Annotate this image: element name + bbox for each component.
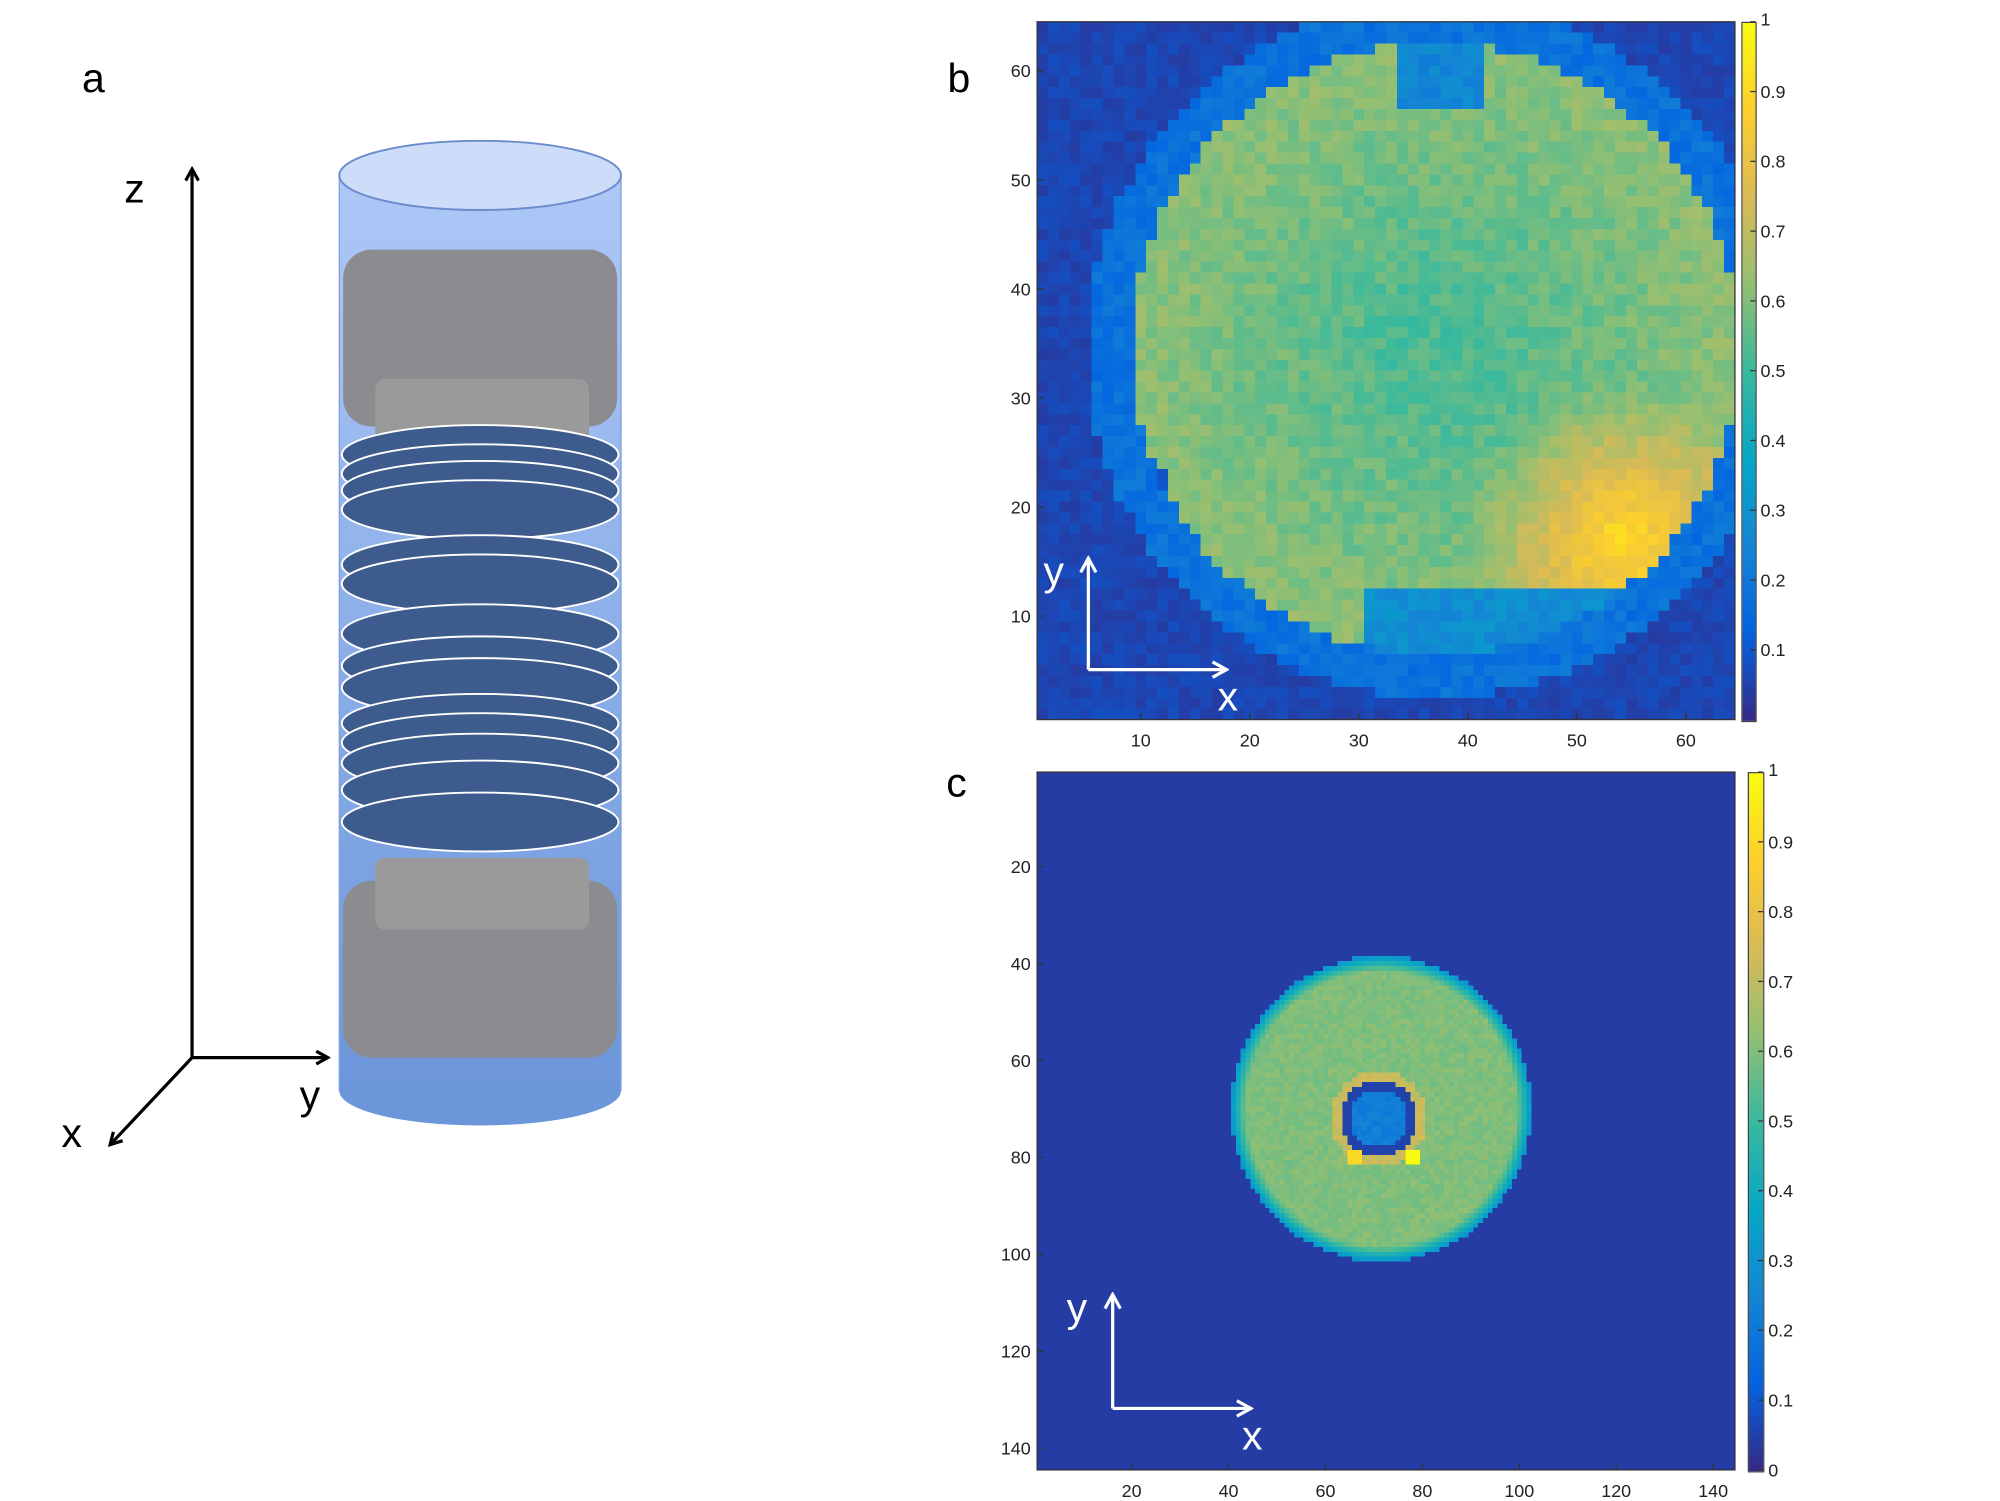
y-tick-label: 20 bbox=[1011, 497, 1031, 517]
colorbar-tick-label: 0.1 bbox=[1761, 640, 1786, 660]
x-tick-label: 40 bbox=[1458, 730, 1478, 750]
y-tick-label: 40 bbox=[1011, 954, 1031, 974]
colorbar-tick-label: 0.9 bbox=[1761, 82, 1786, 102]
x-tick-label: 40 bbox=[1219, 1481, 1239, 1501]
cylinder-top bbox=[338, 139, 622, 211]
y-tick-label: 100 bbox=[1001, 1245, 1031, 1265]
inset-x-label-c: x bbox=[1242, 1412, 1263, 1458]
x-tick-label: 80 bbox=[1412, 1481, 1432, 1501]
y-tick-label: 20 bbox=[1011, 857, 1031, 877]
y-tick-label: 80 bbox=[1011, 1148, 1031, 1168]
x-axis-label: x bbox=[61, 1110, 82, 1156]
x-tick-label: 20 bbox=[1240, 730, 1260, 750]
colorbar-c bbox=[1747, 772, 1765, 1473]
heatmap-b-image bbox=[1037, 21, 1735, 720]
colorbar-b bbox=[1741, 21, 1757, 723]
inset-y-label-c: y bbox=[1067, 1284, 1088, 1330]
colorbar-tick-label: 0 bbox=[1768, 1460, 1778, 1480]
y-tick-label: 140 bbox=[1001, 1438, 1031, 1458]
sample-disk bbox=[340, 791, 620, 853]
inset-y-label-b: y bbox=[1044, 548, 1065, 594]
x-tick-label: 120 bbox=[1601, 1481, 1631, 1501]
x-tick-label: 100 bbox=[1504, 1481, 1534, 1501]
colorbar-tick-label: 1 bbox=[1768, 760, 1778, 780]
y-tick-label: 30 bbox=[1011, 388, 1031, 408]
y-tick-label: 10 bbox=[1011, 606, 1031, 626]
z-axis-label: z bbox=[124, 165, 144, 211]
y-tick-label: 40 bbox=[1011, 279, 1031, 299]
colorbar-tick-label: 0.4 bbox=[1761, 431, 1786, 451]
colorbar-tick-label: 0.8 bbox=[1761, 152, 1786, 172]
panel-a-label: a bbox=[82, 55, 105, 101]
y-tick-label: 50 bbox=[1011, 170, 1031, 190]
x-tick-label: 140 bbox=[1698, 1481, 1728, 1501]
panel-c-label: c bbox=[946, 759, 966, 805]
colorbar-tick-label: 0.1 bbox=[1768, 1391, 1793, 1411]
colorbar-tick-label: 0.2 bbox=[1768, 1321, 1793, 1341]
y-tick-label: 120 bbox=[1001, 1342, 1031, 1362]
heatmap-c-image bbox=[1037, 772, 1735, 1470]
colorbar-tick-label: 0.7 bbox=[1761, 222, 1786, 242]
bottom-block bbox=[343, 857, 618, 1058]
colorbar-tick-label: 0.6 bbox=[1768, 1042, 1793, 1062]
colorbar-tick-label: 0.3 bbox=[1768, 1251, 1793, 1271]
disk-stack bbox=[340, 424, 620, 853]
y-axis-label: y bbox=[300, 1072, 321, 1118]
heatmap-c-frame bbox=[1036, 771, 1736, 1471]
x-tick-label: 30 bbox=[1349, 730, 1369, 750]
colorbar-tick-label: 0.4 bbox=[1768, 1181, 1793, 1201]
heatmap-b-frame bbox=[1036, 21, 1736, 721]
x-tick-label: 10 bbox=[1131, 730, 1151, 750]
x-axis-arrow bbox=[110, 1056, 194, 1145]
colorbar-tick-label: 0.7 bbox=[1768, 972, 1793, 992]
x-tick-label: 60 bbox=[1676, 730, 1696, 750]
x-tick-label: 20 bbox=[1122, 1481, 1142, 1501]
colorbar-tick-label: 0.5 bbox=[1768, 1111, 1793, 1131]
colorbar-tick-label: 1 bbox=[1761, 10, 1771, 30]
inset-x-label-b: x bbox=[1218, 674, 1239, 720]
colorbar-tick-label: 0.5 bbox=[1761, 361, 1786, 381]
y-tick-label: 60 bbox=[1011, 1051, 1031, 1071]
colorbar-tick-label: 0.6 bbox=[1761, 291, 1786, 311]
colorbar-tick-label: 0.2 bbox=[1761, 570, 1786, 590]
y-tick-label: 60 bbox=[1011, 61, 1031, 81]
panel-b-label: b bbox=[947, 55, 970, 101]
x-tick-label: 50 bbox=[1567, 730, 1587, 750]
colorbar-tick-label: 0.8 bbox=[1768, 902, 1793, 922]
x-tick-label: 60 bbox=[1315, 1481, 1335, 1501]
colorbar-tick-label: 0.9 bbox=[1768, 832, 1793, 852]
colorbar-tick-label: 0.3 bbox=[1761, 501, 1786, 521]
